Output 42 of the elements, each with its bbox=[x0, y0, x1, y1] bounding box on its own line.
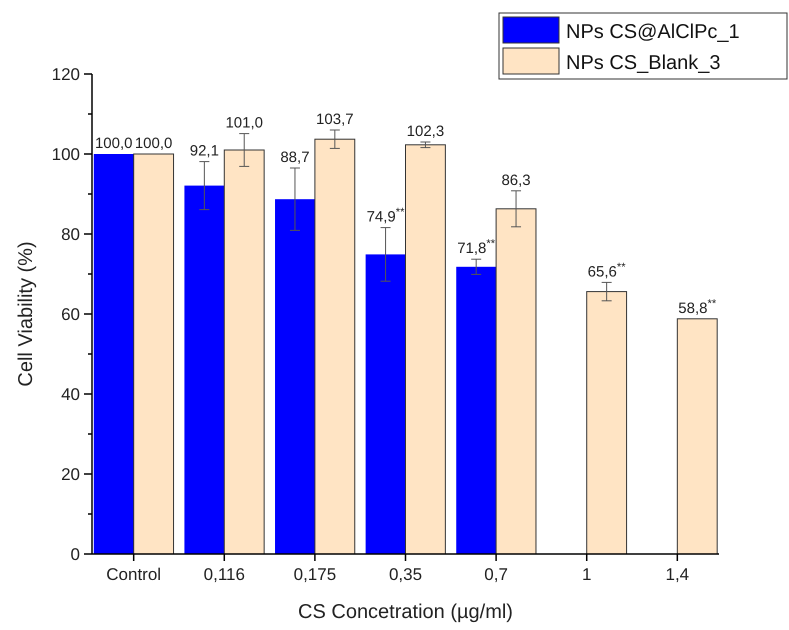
data-label: 100,0 bbox=[94, 135, 133, 152]
bar bbox=[586, 291, 628, 554]
data-label: 103,7 bbox=[316, 111, 354, 128]
y-tick-label: 120 bbox=[52, 64, 80, 84]
data-label: 88,7 bbox=[280, 149, 310, 166]
data-label: 86,3 bbox=[501, 172, 531, 189]
x-tick-label: 0,7 bbox=[484, 565, 508, 584]
y-tick-label: 80 bbox=[61, 224, 80, 244]
x-tick-label: 1,4 bbox=[666, 565, 690, 584]
y-tick-label: 0 bbox=[70, 544, 80, 564]
bar bbox=[456, 266, 496, 554]
bar bbox=[224, 150, 265, 554]
bar bbox=[314, 138, 356, 554]
x-tick-label: 1 bbox=[582, 565, 592, 584]
bar bbox=[275, 199, 315, 554]
data-label: 65,6$^{**}$ bbox=[588, 261, 626, 280]
bar bbox=[496, 208, 536, 554]
bar bbox=[133, 154, 174, 554]
y-tick-label: 40 bbox=[61, 384, 80, 404]
data-label: 101,0 bbox=[225, 114, 263, 132]
data-label: 74,9$^{**}$ bbox=[366, 206, 406, 226]
data-label: 71,8$^{**}$ bbox=[457, 238, 496, 258]
data-label: 100,0 bbox=[134, 135, 172, 152]
x-tick-label: 0,35 bbox=[388, 565, 422, 584]
data-label: 92,1 bbox=[190, 142, 219, 160]
bar bbox=[676, 318, 718, 554]
bar bbox=[94, 154, 134, 554]
x-tick-label: Control bbox=[106, 565, 162, 584]
y-axis-title: Cell Viability (%) bbox=[15, 241, 37, 387]
y-tick-label: 60 bbox=[61, 304, 80, 324]
data-label: 58,8$^{**}$ bbox=[678, 298, 717, 317]
y-tick-label: 100 bbox=[52, 144, 80, 164]
bar bbox=[366, 254, 406, 554]
bar bbox=[184, 186, 224, 554]
data-label: 102,3 bbox=[406, 123, 444, 140]
x-tick-label: 0,175 bbox=[294, 565, 336, 584]
legend-label: NPs CS@AlClPc_1 bbox=[566, 21, 740, 43]
x-axis-title: CS Concetration (µg/ml) bbox=[298, 601, 513, 623]
legend-label: NPs CS_Blank_3 bbox=[566, 52, 721, 74]
bar bbox=[405, 144, 446, 554]
y-tick-label: 20 bbox=[61, 464, 80, 484]
x-tick-label: 0,116 bbox=[204, 565, 245, 584]
